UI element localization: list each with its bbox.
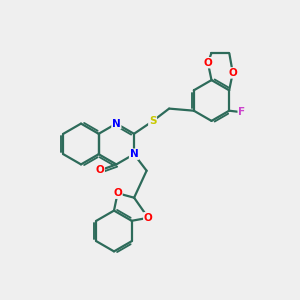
Text: S: S <box>149 116 156 126</box>
Text: O: O <box>144 213 152 223</box>
Text: O: O <box>228 68 237 78</box>
Text: N: N <box>130 149 138 159</box>
Text: N: N <box>112 118 121 129</box>
Text: O: O <box>203 58 212 68</box>
Text: F: F <box>238 107 245 117</box>
Text: O: O <box>113 188 122 198</box>
Text: O: O <box>95 165 104 176</box>
